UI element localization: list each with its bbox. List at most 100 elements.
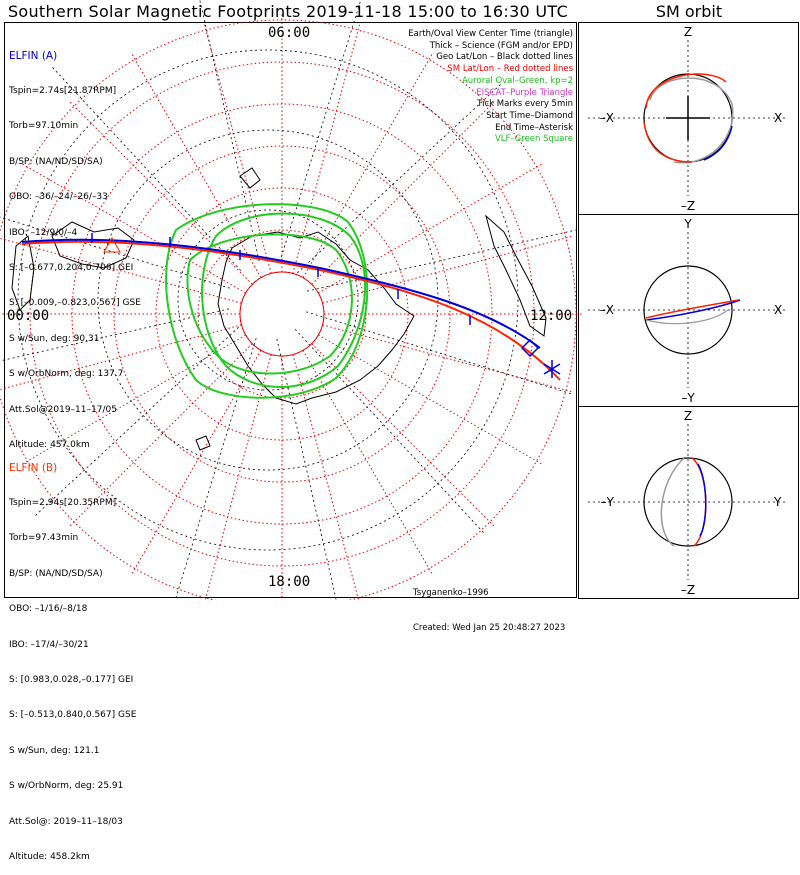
elfin-b-line: S: [0.983,0.028,–0.177] GEI: [9, 674, 134, 685]
credits: Tsyganenko–1996 Created: Wed Jan 25 20:4…: [413, 565, 565, 646]
sm-pole-ring: [239, 271, 325, 357]
geo-lat-ring: [97, 129, 439, 471]
model-credit: Tsyganenko–1996: [413, 588, 489, 598]
sm-lon-line: [322, 324, 572, 393]
sm-lat-ring: [29, 61, 535, 567]
sm-lon-line: [69, 101, 253, 285]
auroral-oval: [165, 203, 369, 399]
elfin-b-line: S w/Sun, deg: 121.1: [9, 745, 100, 756]
elfin-a-start-diamond: [520, 338, 540, 358]
australia-coastline: [51, 221, 135, 269]
sm-axis-label-left: –X: [600, 111, 614, 125]
elfin-b-line: S w/OrbNorm, deg: 25.91: [9, 781, 124, 792]
sm-lon-line: [311, 101, 495, 285]
sm-lon-line: [322, 235, 572, 304]
elfin-b-line: IBO: –17/4/–30/21: [9, 639, 89, 650]
sm-lon-line: [318, 163, 543, 294]
legend-entry: Earth/Oval View Center Time (triangle): [408, 29, 573, 39]
footprint-tracks: [21, 233, 561, 381]
polar-plot: [0, 0, 582, 600]
legend-entry: Tick Marks every 5min: [477, 99, 573, 110]
sm-axis-label-bottom: –Z: [681, 199, 695, 213]
geo-lon-line: [50, 64, 242, 271]
legend-entry: Auroral Oval–Green, kp=2: [461, 75, 573, 86]
sm-lat-ring: [113, 145, 451, 483]
clock-label-left: 00:00: [7, 308, 50, 324]
elfin-b-line: S: [–0.513,0.840,0.567] GSE: [9, 710, 137, 721]
elfin-a-header: ELFIN (A): [9, 49, 58, 62]
created-timestamp: Created: Wed Jan 25 20:48:27 2023: [413, 622, 566, 633]
geo-lon-line: [279, 0, 362, 262]
sm-orbit-title: SM orbit: [655, 2, 723, 21]
legend-entry: VLF–Green Square: [494, 134, 573, 145]
sm-axis-label-right: X: [774, 111, 782, 125]
elfin-a-line: S w/OrbNorm, deg: 137.7: [9, 369, 124, 380]
sm-axis-label-right: X: [774, 303, 782, 317]
elfin-a-line: Tspin=2.74s[21.87RPM]: [9, 85, 117, 96]
sm-axis-label-top: Z: [684, 25, 692, 39]
sm-lon-line: [69, 343, 253, 527]
sm-lon-line: [131, 350, 262, 575]
elfin-a-line: IBO: –12/9/0/–4: [9, 227, 78, 238]
elfin-b-line: Tspin=2.94s[20.35RPM]: [9, 497, 117, 508]
sm-lon-line: [302, 53, 433, 278]
elfin-a-line: Torb=97.10min: [9, 121, 79, 132]
view-center-triangle: [103, 236, 121, 253]
sm-lon-line: [131, 53, 262, 278]
sm-lon-line: [0, 237, 242, 304]
clock-label-bottom: 18:00: [268, 574, 311, 590]
footprint-map: Z –Z –X X Y –Y –X X Z –Z –Y Y: [0, 0, 799, 600]
geo-lon-line: [199, 0, 260, 262]
sm-lon-line: [292, 24, 361, 274]
legend-entry: Start Time–Diamond: [486, 110, 573, 121]
geo-lon-line: [174, 338, 257, 600]
elfin-a-line: S: [–0.677,0.204,0.706] GEI: [9, 262, 134, 273]
elfin-a-line: OBO: –36/–24/–26/–33: [9, 192, 108, 203]
sm-axis-label-left: –X: [600, 303, 614, 317]
geo-lon-line: [0, 308, 230, 362]
sm-latlon-grid: [0, 14, 582, 600]
sm-panel-frame-yz: [578, 406, 799, 599]
legend-entry: Thick – Science (FGM and/or EPD): [429, 40, 573, 51]
sm-orbit-elfin-a: [697, 463, 707, 537]
elfin-a-line: Att.Sol@2019–11–17/05: [9, 404, 117, 415]
auroral-oval-equatorward: [186, 233, 353, 375]
elfin-a-end-asterisk: [543, 360, 561, 378]
sm-orbit-elfin-a: [645, 299, 741, 321]
sm-orbit-gray: [649, 77, 734, 164]
elfin-a-line: B/SP: (NA/ND/SD/SA): [9, 156, 103, 167]
auroral-oval-outer: [201, 212, 367, 388]
geo-lon-line: [306, 311, 574, 395]
sm-lon-line: [318, 334, 543, 465]
legend-entry: Geo Lat/Lon – Black dotted lines: [436, 52, 573, 63]
clock-label-top: 06:00: [268, 25, 311, 41]
sm-orbit-elfin-b: [645, 299, 739, 319]
antarctica-coastline: [217, 231, 415, 405]
legend-entry: SM Lat/Lon – Red dotted lines: [447, 64, 573, 75]
legend: Earth/Oval View Center Time (triangle) Th…: [408, 29, 573, 146]
sm-axis-label-top: Z: [684, 409, 692, 423]
elfin-a-line: Altitude: 457.0km: [9, 439, 90, 450]
sm-lon-line: [0, 324, 242, 391]
geo-lon-line: [276, 338, 337, 600]
sm-lon-line: [21, 163, 246, 294]
elfin-a-line: S w/Sun, deg: 90.31: [9, 333, 100, 344]
elfin-b-info: ELFIN (B) Tspin=2.94s[20.35RPM] Torb=97.…: [9, 439, 136, 875]
africa-coastline: [11, 235, 35, 311]
elfin-b-line: Att.Sol@: 2019–11–18/03: [9, 816, 123, 827]
sm-orbit-elfin-b: [645, 73, 727, 109]
island-coastline: [239, 167, 261, 189]
geo-lon-line: [306, 228, 581, 292]
geo-lat-ring: [177, 209, 359, 391]
elfin-b-line: Altitude: 458.2km: [9, 851, 90, 862]
sm-axis-label-top: Y: [683, 217, 692, 231]
coastlines: [11, 167, 547, 451]
sm-orbit-elfin-b: [643, 121, 693, 163]
sm-lon-line: [311, 343, 495, 527]
geo-lon-line: [32, 326, 239, 518]
geo-lon-line: [0, 216, 230, 289]
elfin-b-line: B/SP: (NA/ND/SD/SA): [9, 568, 103, 579]
elfin-b-header: ELFIN (B): [9, 461, 58, 474]
sm-lon-line: [203, 24, 272, 274]
auroral-oval-poleward: [165, 203, 369, 399]
